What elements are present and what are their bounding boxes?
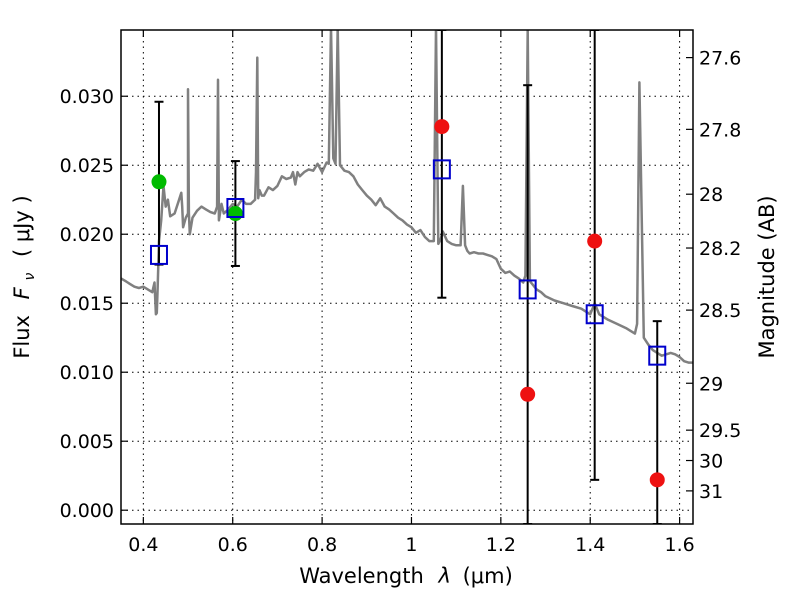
model-flux-marker [432, 159, 451, 180]
x-tick-label: 1.4 [575, 534, 605, 556]
y-axis-title-unit: ( μJy ) [10, 195, 34, 257]
y2-tick-label: 30 [699, 451, 723, 473]
sed-spectrum-line [121, 30, 693, 364]
y-axis-title-text: Flux [10, 315, 34, 359]
y-tick-label: 0.020 [60, 224, 114, 246]
nondetection-flux-point [520, 386, 536, 402]
y-tick-label: 0.005 [60, 431, 114, 453]
x-tick-label: 0.6 [218, 534, 248, 556]
y2-tick-label: 28 [699, 184, 723, 206]
y2-tick-label: 28.5 [699, 300, 741, 322]
y2-tick-label: 28.2 [699, 238, 741, 260]
y-axis-title-subscript: ν [22, 273, 38, 281]
y-axis-title-symbol: F [10, 286, 34, 299]
nondetection-flux-point [434, 119, 450, 135]
x-axis-title-text: Wavelength [299, 564, 424, 588]
model-flux-marker [585, 304, 604, 325]
x-axis-title: Wavelength λ (μm) [299, 564, 513, 588]
y2-tick-label: 29 [699, 373, 723, 395]
y2-tick-label: 31 [699, 481, 723, 503]
error-bar-layer [154, 30, 662, 524]
model-flux-marker [648, 345, 667, 366]
model-flux-marker [226, 198, 245, 219]
model-flux-marker [518, 279, 537, 300]
model-flux-marker [149, 244, 168, 265]
y-tick-label: 0.030 [60, 86, 114, 108]
y-tick-label: 0.025 [60, 155, 114, 177]
x-tick-label: 0.8 [307, 534, 337, 556]
nondetection-flux-point [587, 233, 603, 249]
y-axis-title: Flux F ν ( μJy ) [10, 195, 39, 358]
detection-flux-point [151, 174, 167, 190]
x-tick-label: 0.4 [128, 534, 158, 556]
sed-spectrum-layer [121, 30, 693, 364]
grid-lines [121, 30, 693, 524]
y2-tick-label: 27.8 [699, 119, 741, 141]
x-axis-title-symbol: λ [437, 564, 450, 588]
x-tick-label: 1.2 [486, 534, 516, 556]
y-tick-label: 0.010 [60, 362, 114, 384]
marker-layer [149, 119, 667, 488]
y2-tick-label: 29.5 [699, 420, 741, 442]
nondetection-flux-point [649, 472, 665, 488]
x-tick-label: 1.6 [664, 534, 694, 556]
x-axis-title-unit: (μm) [463, 564, 513, 588]
y2-tick-label: 27.6 [699, 48, 741, 70]
y2-axis-title: Magnitude (AB) [755, 195, 779, 358]
x-tick-label: 1 [405, 534, 417, 556]
y-tick-label: 0.000 [60, 500, 114, 522]
plot-frame [120, 29, 694, 525]
y-tick-label: 0.015 [60, 293, 114, 315]
axis-ticks: 0.4 0.6 0.8 1 1.2 1.4 1.6 0.000 0.005 0.010 0.015 0… [60, 30, 741, 556]
detection-flux-point [227, 206, 243, 222]
